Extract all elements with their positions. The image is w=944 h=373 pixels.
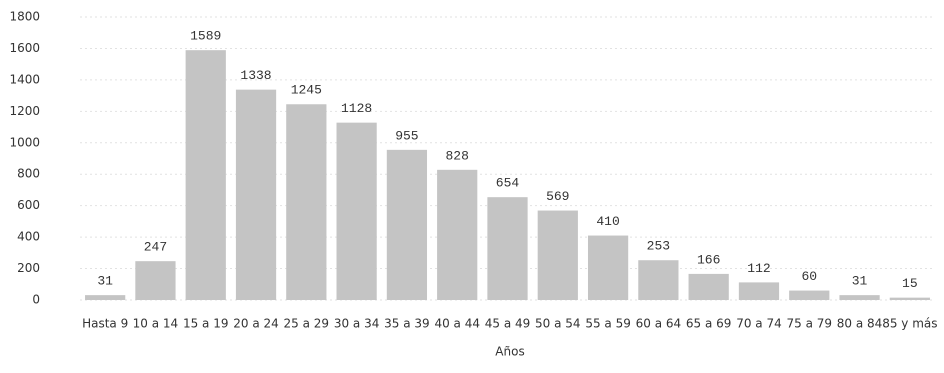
- data-label: 1338: [240, 68, 271, 83]
- x-tick-label: 30 a 34: [334, 317, 380, 331]
- bar: [437, 169, 478, 300]
- bar: [286, 104, 327, 300]
- data-label: 112: [747, 261, 770, 276]
- bar: [587, 235, 629, 300]
- x-tick-label: 15 a 19: [183, 317, 229, 331]
- data-label: 31: [852, 274, 868, 289]
- bar: [386, 149, 428, 300]
- bar: [839, 295, 880, 300]
- x-tick-label: 60 a 64: [636, 317, 682, 331]
- y-tick-label: 600: [17, 198, 40, 212]
- y-tick-label: 1200: [9, 104, 40, 118]
- bar: [537, 210, 578, 300]
- y-tick-label: 400: [17, 230, 40, 244]
- x-tick-label: Hasta 9: [82, 317, 128, 331]
- data-label: 166: [697, 252, 720, 267]
- bar: [487, 197, 528, 300]
- bar: [889, 297, 930, 300]
- bar: [135, 261, 176, 300]
- data-label: 15: [902, 276, 918, 291]
- data-label: 60: [801, 269, 817, 284]
- x-tick-label: 75 a 79: [786, 317, 832, 331]
- bar: [738, 282, 780, 300]
- data-label: 955: [395, 128, 418, 143]
- x-tick-label: 40 a 44: [434, 317, 480, 331]
- data-label: 247: [144, 240, 167, 255]
- x-tick-label: 80 a 84: [837, 317, 883, 331]
- y-tick-label: 0: [32, 293, 40, 307]
- data-label: 410: [596, 214, 619, 229]
- bar: [235, 89, 277, 301]
- x-tick-label: 35 a 39: [384, 317, 430, 331]
- y-tick-label: 1000: [9, 135, 40, 149]
- x-tick-label: 10 a 14: [133, 317, 179, 331]
- data-label: 1245: [291, 83, 322, 98]
- y-tick-label: 200: [17, 261, 40, 275]
- data-label: 31: [97, 274, 113, 289]
- bar: [638, 260, 679, 300]
- x-tick-label: 25 a 29: [284, 317, 330, 331]
- bar: [336, 122, 377, 300]
- data-label: 1128: [341, 101, 372, 116]
- x-tick-label: 70 a 74: [736, 317, 782, 331]
- x-axis-title: Años: [495, 345, 524, 359]
- x-tick-label: 45 a 49: [485, 317, 531, 331]
- y-tick-label: 1800: [9, 10, 40, 24]
- bar: [85, 295, 126, 300]
- bar: [688, 273, 729, 300]
- x-tick-label: 85 y más: [882, 317, 937, 331]
- data-label: 828: [446, 148, 469, 163]
- y-tick-label: 1400: [9, 72, 40, 86]
- x-tick-label: 50 a 54: [535, 317, 581, 331]
- y-tick-label: 1600: [9, 41, 40, 55]
- x-tick-label: 20 a 24: [233, 317, 279, 331]
- data-label: 253: [647, 239, 670, 254]
- y-tick-label: 800: [17, 167, 40, 181]
- bar: [789, 290, 830, 300]
- data-label: 569: [546, 189, 569, 204]
- data-label: 1589: [190, 29, 221, 44]
- x-tick-label: 55 a 59: [585, 317, 631, 331]
- bar: [185, 50, 226, 300]
- x-tick-label: 65 a 69: [686, 317, 732, 331]
- data-label: 654: [496, 176, 520, 191]
